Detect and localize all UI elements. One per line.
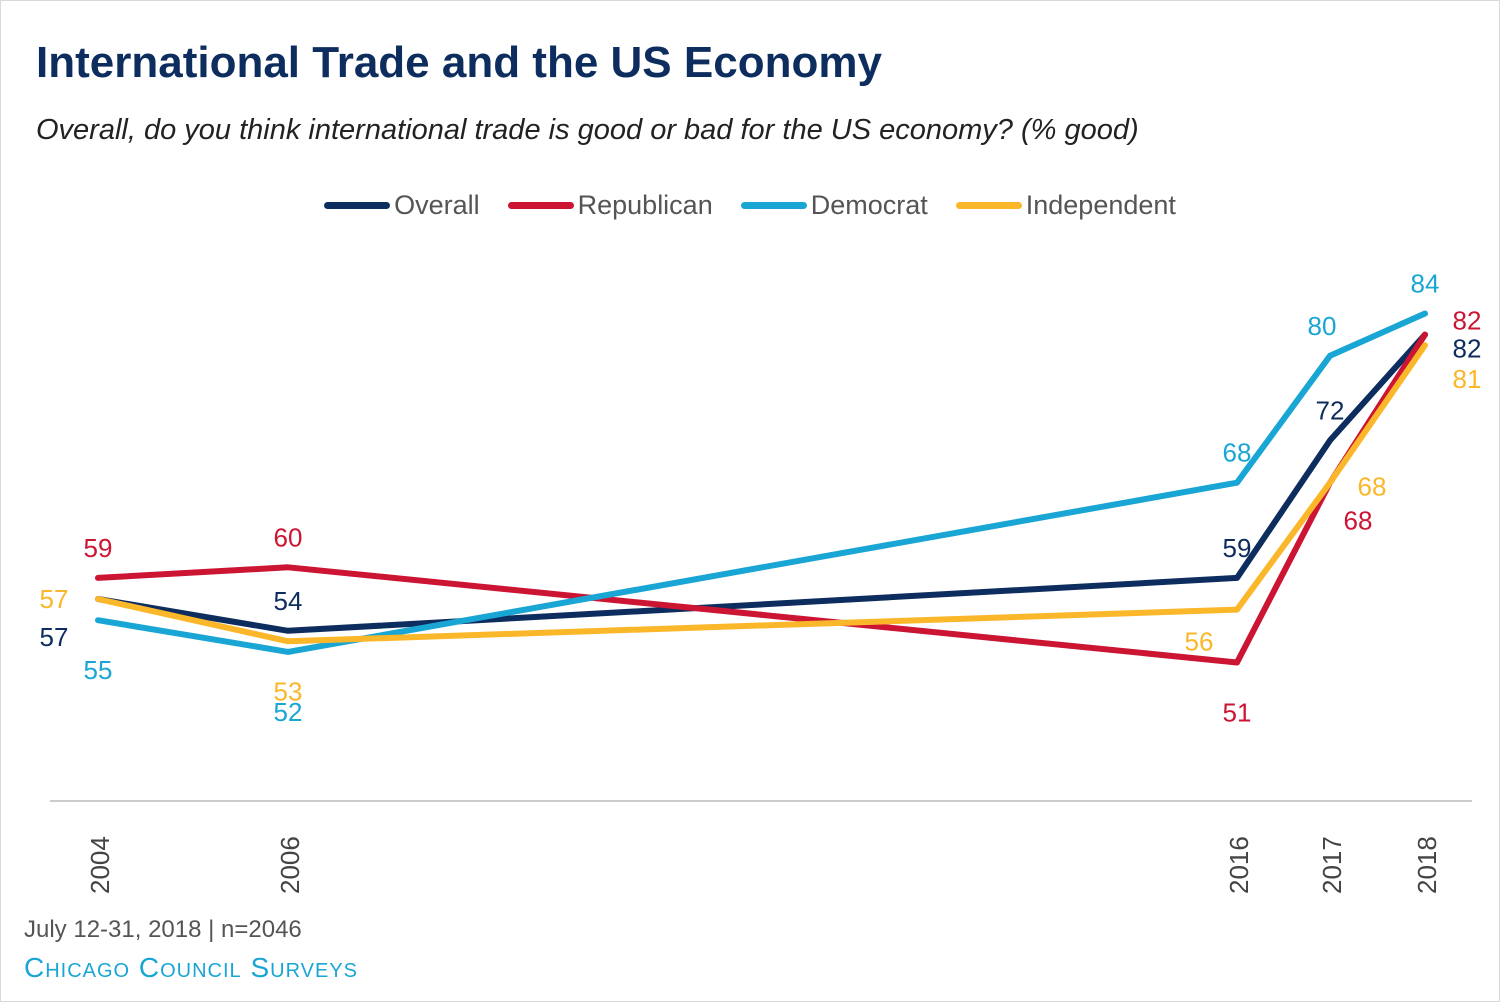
- legend-item-independent: Independent: [955, 190, 1176, 221]
- series-line-democrat: [95, 310, 1428, 655]
- legend-swatch: [507, 202, 574, 209]
- data-label-overall: 82: [1453, 334, 1482, 364]
- legend-item-overall: Overall: [324, 190, 480, 221]
- data-label-republican: 60: [274, 522, 303, 552]
- x-tick-label: 2017: [1317, 836, 1347, 894]
- data-label-independent: 68: [1358, 472, 1387, 502]
- data-label-independent: 56: [1185, 627, 1214, 657]
- legend-swatch: [955, 202, 1022, 209]
- legend-swatch: [740, 202, 807, 209]
- legend-label: Overall: [394, 190, 480, 220]
- data-label-independent: 57: [40, 584, 69, 614]
- chart-title: International Trade and the US Economy: [36, 38, 882, 87]
- x-tick-label: 2016: [1224, 836, 1254, 894]
- x-tick-label: 2018: [1412, 836, 1442, 894]
- data-label-republican: 82: [1453, 306, 1482, 336]
- legend-label: Democrat: [810, 190, 928, 220]
- chart-subtitle: Overall, do you think international trad…: [36, 114, 1139, 146]
- survey-date-note: July 12-31, 2018 | n=2046: [24, 916, 302, 943]
- legend-swatch: [324, 202, 391, 209]
- legend-item-republican: Republican: [507, 190, 713, 221]
- legend-item-democrat: Democrat: [740, 190, 928, 221]
- data-label-democrat: 55: [84, 655, 113, 685]
- legend: Overall Republican Democrat Independent: [0, 190, 1500, 221]
- data-label-independent: 53: [274, 676, 303, 706]
- data-label-democrat: 80: [1308, 311, 1337, 341]
- series-line-overall: [95, 331, 1428, 634]
- data-label-republican: 51: [1223, 698, 1252, 728]
- x-tick-label: 2006: [275, 836, 305, 894]
- legend-label: Republican: [577, 190, 713, 220]
- x-tick-label: 2004: [85, 836, 115, 894]
- data-label-overall: 54: [274, 586, 303, 616]
- legend-label: Independent: [1025, 190, 1176, 220]
- data-label-overall: 59: [1223, 533, 1252, 563]
- data-label-republican: 68: [1344, 506, 1373, 536]
- data-label-independent: 81: [1453, 364, 1482, 394]
- data-label-overall: 57: [40, 622, 69, 652]
- data-label-democrat: 52: [274, 697, 303, 727]
- data-label-overall: 72: [1316, 395, 1345, 425]
- data-label-democrat: 68: [1223, 438, 1252, 468]
- source-credit: Chicago Council Surveys: [24, 952, 359, 983]
- data-label-republican: 59: [84, 533, 113, 563]
- series-line-independent: [95, 342, 1428, 645]
- data-label-democrat: 84: [1411, 268, 1440, 298]
